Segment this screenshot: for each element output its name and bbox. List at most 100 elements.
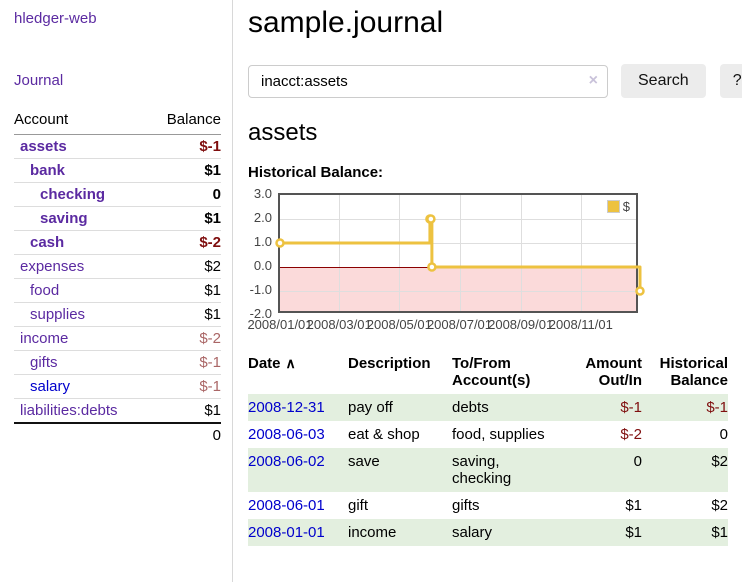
transaction-description: pay off	[348, 399, 393, 416]
transaction-row: 2008-06-03 eat & shop food, supplies $-2 0	[248, 421, 728, 448]
account-balance: $-1	[149, 374, 221, 399]
transaction-description: gift	[348, 497, 369, 514]
transaction-accounts: saving, checking	[452, 453, 512, 487]
gridline	[280, 219, 636, 220]
account-link[interactable]: saving	[40, 210, 88, 227]
account-row: salary $-1	[14, 374, 221, 399]
transaction-row: 2008-06-02 save saving, checking 0 $2	[248, 448, 728, 492]
accounts-header-balance: Balance	[149, 108, 221, 135]
register-header-balance: Historical Balance	[659, 355, 728, 389]
data-point-marker	[275, 238, 285, 248]
data-point-marker	[426, 214, 436, 224]
transaction-description: save	[348, 453, 380, 470]
transaction-amount: $-1	[620, 399, 642, 416]
gridline	[280, 291, 636, 292]
x-axis-tick-label: 2008/11/01	[548, 317, 613, 332]
transaction-accounts: gifts	[452, 497, 480, 514]
account-balance: $1	[149, 278, 221, 303]
account-balance: $-1	[149, 134, 221, 159]
account-balance: $-2	[149, 230, 221, 255]
accounts-header-account: Account	[14, 108, 150, 135]
transaction-date-link[interactable]: 2008-01-01	[248, 524, 325, 541]
gridline	[280, 243, 636, 244]
transaction-balance: 0	[719, 426, 728, 443]
gridline	[399, 195, 401, 311]
legend-label: $	[622, 199, 630, 214]
account-link[interactable]: assets	[20, 138, 67, 155]
gridline	[580, 195, 582, 311]
y-axis-tick-label: -1.0	[249, 282, 272, 297]
account-link[interactable]: income	[20, 330, 69, 347]
account-balance: $1	[149, 302, 221, 327]
transaction-date-link[interactable]: 2008-06-03	[248, 426, 325, 443]
transaction-description: income	[348, 524, 397, 541]
account-link[interactable]: checking	[40, 186, 106, 203]
account-row: liabilities:debts $1	[14, 398, 221, 423]
transaction-accounts: salary	[452, 524, 493, 541]
chart-plot-area: $	[275, 193, 645, 313]
y-axis-tick-label: 3.0	[253, 186, 272, 201]
account-link[interactable]: expenses	[20, 258, 85, 275]
transaction-balance: $1	[711, 524, 728, 541]
account-link[interactable]: gifts	[30, 354, 58, 371]
account-link[interactable]: liabilities:debts	[20, 402, 118, 419]
app-brand-link[interactable]: hledger-web	[14, 10, 97, 27]
data-point-marker	[635, 286, 645, 296]
x-axis-tick-label: 2008/09/01	[488, 317, 554, 332]
transaction-date-link[interactable]: 2008-06-01	[248, 497, 325, 514]
account-link[interactable]: cash	[30, 234, 65, 251]
transaction-amount: $-2	[620, 426, 642, 443]
account-balance: $-1	[149, 350, 221, 375]
transaction-accounts: food, supplies	[452, 426, 545, 443]
accounts-total-row: 0	[14, 422, 221, 447]
account-balance: $2	[149, 254, 221, 279]
accounts-total-value: 0	[149, 422, 221, 447]
search-input[interactable]	[248, 64, 608, 98]
y-axis-tick-label: 2.0	[253, 210, 272, 225]
search-button[interactable]: Search	[621, 64, 706, 98]
account-link[interactable]: supplies	[30, 306, 86, 323]
sidebar-item-journal[interactable]: Journal	[14, 72, 64, 89]
account-balance: $1	[149, 158, 221, 183]
transaction-amount: $1	[625, 497, 642, 514]
account-row: supplies $1	[14, 302, 221, 327]
account-heading: assets	[248, 119, 318, 146]
y-axis-tick-label: 0.0	[253, 258, 272, 273]
account-row: income $-2	[14, 326, 221, 351]
transaction-balance: $2	[711, 453, 728, 470]
account-balance: $1	[149, 206, 221, 231]
x-axis-tick-label: 2008/05/01	[366, 317, 432, 332]
y-axis-tick-label: 1.0	[253, 234, 272, 249]
account-balance: $1	[149, 398, 221, 423]
account-link[interactable]: salary	[30, 378, 71, 395]
clear-search-icon[interactable]: ×	[588, 71, 598, 89]
account-row: food $1	[14, 278, 221, 303]
transaction-row: 2008-01-01 income salary $1 $1	[248, 519, 728, 546]
sidebar: hledger-web Journal Account Balance asse…	[0, 0, 233, 582]
x-axis-tick-label: 2008/03/01	[306, 317, 372, 332]
account-row: bank $1	[14, 158, 221, 183]
gridline	[459, 195, 461, 311]
account-row: saving $1	[14, 206, 221, 231]
balance-line-series	[275, 214, 645, 296]
account-link[interactable]: bank	[30, 162, 66, 179]
account-row: expenses $2	[14, 254, 221, 279]
chart-title: Historical Balance:	[248, 164, 384, 181]
account-link[interactable]: food	[30, 282, 60, 299]
historical-balance-chart: $ 3.0 2.0 1.0 0.0 -1.0 -2.0 2008/01/01 2008/03/…	[247, 186, 668, 334]
y-axis-tick-label: -2.0	[249, 306, 272, 321]
account-row: assets $-1	[14, 134, 221, 159]
account-row: gifts $-1	[14, 350, 221, 375]
register-header-description: Description	[348, 355, 431, 372]
register-header-date[interactable]: Date ∧	[248, 355, 296, 372]
account-balance: $-2	[149, 326, 221, 351]
account-row: checking 0	[14, 182, 221, 207]
transaction-date-link[interactable]: 2008-06-02	[248, 453, 325, 470]
account-row: cash $-2	[14, 230, 221, 255]
transaction-date-link[interactable]: 2008-12-31	[248, 399, 325, 416]
page-title: sample.journal	[248, 6, 444, 39]
x-axis-tick-label: 2008/07/01	[426, 317, 493, 332]
transaction-balance: $2	[711, 497, 728, 514]
help-button[interactable]: ?	[719, 64, 742, 98]
